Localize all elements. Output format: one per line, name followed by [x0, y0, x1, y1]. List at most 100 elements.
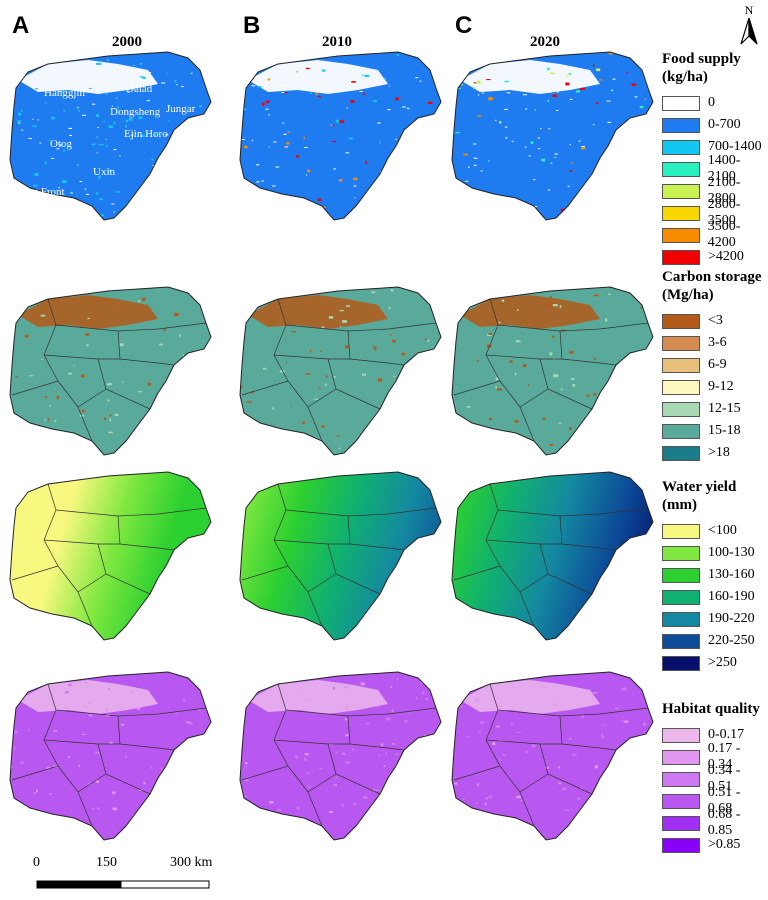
legend-item: 2100-2800	[662, 175, 768, 206]
legend-swatch	[662, 793, 700, 809]
map-food-supply-2010	[239, 51, 442, 221]
legend-item: 0	[662, 92, 768, 114]
legend-item: 0.51 - 0.68	[662, 785, 768, 816]
legend-label: 3-6	[708, 335, 727, 350]
legend-item: 160-190	[662, 586, 755, 608]
legend-swatch	[662, 611, 700, 627]
legend-swatch	[662, 523, 700, 539]
legend-label: 0.51 - 0.68	[707, 785, 741, 816]
legend-label: 0	[708, 95, 715, 110]
legend-carbon-storage: Carbon storage (Mg/ha) <3 3-6 6-9 9-12 12-15…	[662, 268, 762, 464]
legend-item: 190-220	[662, 608, 755, 630]
legend-label: 2100-2800	[707, 175, 741, 206]
legend-water-yield: Water yield (mm) <100 100-130 130-160 160-1…	[662, 478, 755, 674]
legend-swatch	[662, 749, 700, 765]
legend-label: 0-0.17	[708, 727, 745, 742]
legend-item: 3-6	[662, 332, 762, 354]
place-otog: Otog	[50, 138, 73, 150]
legend-item: 0.34 - 0.51	[662, 763, 768, 794]
scale-label-150: 150	[96, 855, 117, 870]
legend-swatch	[662, 205, 700, 221]
legend-item: >250	[662, 652, 755, 674]
legend-item: <100	[662, 520, 755, 542]
legend-item: 700-1400	[662, 136, 768, 158]
scale-bar	[36, 880, 210, 889]
legend-item: 130-160	[662, 564, 755, 586]
legend-label: 700-1400	[708, 139, 762, 154]
legend-label: 9-12	[708, 379, 734, 394]
north-arrow-icon: N	[740, 3, 758, 45]
legend-swatch	[662, 771, 700, 787]
legend-swatch	[662, 227, 700, 243]
legend-swatch	[662, 727, 700, 743]
scale-label-300: 300 km	[170, 855, 213, 870]
legend-swatch	[662, 379, 700, 395]
legend-swatch	[662, 633, 700, 649]
legend-item: 3500-4200	[662, 219, 768, 250]
legend-label: 0.34 - 0.51	[707, 763, 741, 794]
legend-item: 0-0.17	[662, 724, 768, 746]
legend-label: 0.17 - 0.34	[707, 741, 741, 772]
legend-swatch	[662, 95, 700, 111]
scale-label-0: 0	[33, 855, 40, 870]
legend-swatch	[662, 445, 700, 461]
legend-item: 0.68 - 0.85	[662, 807, 768, 838]
legend-swatch	[662, 401, 700, 417]
map-carbon-storage-2020	[451, 286, 654, 456]
legend-swatch	[662, 183, 700, 199]
year-label-2020: 2020	[530, 34, 560, 50]
legend-label: 3500-4200	[707, 219, 741, 250]
legend-item: 15-18	[662, 420, 762, 442]
legend-title: Carbon storage (Mg/ha)	[662, 269, 762, 303]
place-uxin: Uxin	[93, 166, 116, 178]
legend-swatch	[662, 545, 700, 561]
place-hanggjin: Hanggjin	[44, 87, 85, 99]
legend-item: 0-700	[662, 114, 768, 136]
legend-label: >4200	[708, 249, 744, 264]
legend-label: <3	[708, 313, 723, 328]
legend-label: 190-220	[708, 611, 755, 626]
map-habitat-quality-2010	[239, 671, 442, 841]
legend-label: 160-190	[708, 589, 755, 604]
map-food-supply-2020	[451, 51, 654, 221]
legend-item: 2800-3500	[662, 197, 768, 228]
legend-item: 12-15	[662, 398, 762, 420]
panel-letter-a: A	[12, 12, 30, 39]
map-habitat-quality-2000	[9, 671, 212, 841]
legend-swatch	[662, 815, 700, 831]
place-dalad: Dalad	[126, 83, 153, 95]
legend-swatch	[662, 117, 700, 133]
map-water-yield-2000	[9, 471, 212, 641]
legend-label: 6-9	[708, 357, 727, 372]
year-label-2010: 2010	[322, 34, 352, 50]
legend-swatch	[662, 589, 700, 605]
legend-label: 130-160	[708, 567, 755, 582]
map-carbon-storage-2000	[9, 286, 212, 456]
legend-label: 220-250	[708, 633, 755, 648]
legend-label: >250	[708, 655, 737, 670]
legend-swatch	[662, 139, 700, 155]
legend-title: Food supply (kg/ha)	[662, 51, 741, 85]
place-jungar: Jungar	[166, 103, 196, 115]
legend-swatch	[662, 335, 700, 351]
legend-swatch	[662, 567, 700, 583]
legend-item: <3	[662, 310, 762, 332]
legend-swatch	[662, 249, 700, 265]
legend-label: 0.68 - 0.85	[707, 807, 741, 838]
place-dongsheng: Dongsheng	[110, 106, 161, 118]
legend-item: 6-9	[662, 354, 762, 376]
map-habitat-quality-2020	[451, 671, 654, 841]
legend-label: >18	[708, 445, 730, 460]
legend-swatch	[662, 423, 700, 439]
legend-label: 0-700	[708, 117, 741, 132]
place-ejin-horo: Ejin Horo	[124, 128, 168, 140]
legend-label: 1400-2100	[707, 153, 741, 184]
legend-swatch	[662, 357, 700, 373]
map-carbon-storage-2010	[239, 286, 442, 456]
legend-item: 100-130	[662, 542, 755, 564]
legend-swatch	[662, 837, 700, 853]
map-water-yield-2020	[451, 471, 654, 641]
map-water-yield-2010	[239, 471, 442, 641]
legend-swatch	[662, 313, 700, 329]
legend-item: 220-250	[662, 630, 755, 652]
